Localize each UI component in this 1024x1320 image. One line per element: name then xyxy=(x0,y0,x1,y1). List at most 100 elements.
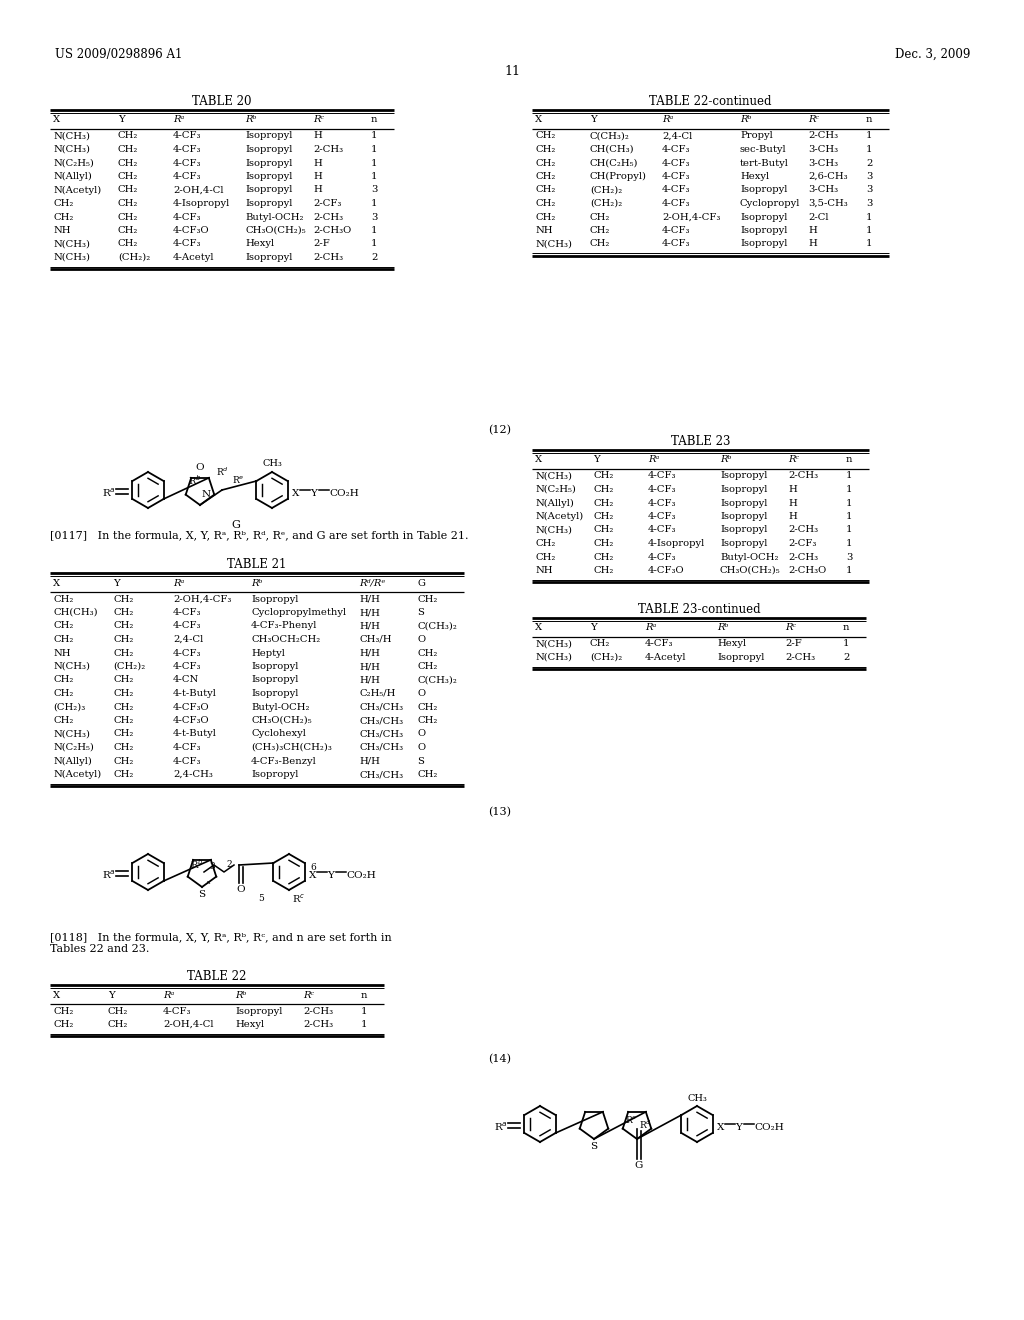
Text: ₙ: ₙ xyxy=(207,876,211,886)
Text: CH₂: CH₂ xyxy=(108,1020,128,1030)
Text: Isopropyl: Isopropyl xyxy=(251,770,298,779)
Text: 4-CF₃: 4-CF₃ xyxy=(662,186,690,194)
Text: CH₂: CH₂ xyxy=(417,648,437,657)
Text: CH₂: CH₂ xyxy=(113,715,133,725)
Text: CH₃: CH₃ xyxy=(262,459,282,469)
Text: CH₂: CH₂ xyxy=(417,663,437,671)
Text: 4-Isopropyl: 4-Isopropyl xyxy=(173,199,230,209)
Text: 1: 1 xyxy=(866,239,872,248)
Text: n: n xyxy=(371,116,378,124)
Text: 2: 2 xyxy=(371,253,378,261)
Text: CH₂: CH₂ xyxy=(593,471,613,480)
Text: CH₂: CH₂ xyxy=(53,1020,74,1030)
Text: 3: 3 xyxy=(846,553,852,561)
Text: 4-Acetyl: 4-Acetyl xyxy=(645,653,686,663)
Text: CH₂: CH₂ xyxy=(113,594,133,603)
Text: 4-CF₃-Phenyl: 4-CF₃-Phenyl xyxy=(251,622,317,631)
Text: Rᵇ: Rᵇ xyxy=(717,623,728,632)
Text: H: H xyxy=(788,512,797,521)
Text: 2-CH₃: 2-CH₃ xyxy=(303,1006,333,1015)
Text: Rᵇ: Rᵇ xyxy=(740,116,752,124)
Text: 2-OH,4-CF₃: 2-OH,4-CF₃ xyxy=(662,213,720,222)
Text: Heptyl: Heptyl xyxy=(251,648,285,657)
Text: CH₂: CH₂ xyxy=(535,539,555,548)
Text: Rᶜ: Rᶜ xyxy=(785,623,796,632)
Text: N(CH₃): N(CH₃) xyxy=(535,639,572,648)
Text: Hexyl: Hexyl xyxy=(245,239,274,248)
Text: Isopropyl: Isopropyl xyxy=(251,689,298,698)
Text: R$^a$: R$^a$ xyxy=(102,487,116,499)
Text: 1: 1 xyxy=(846,471,853,480)
Text: 4-CF₃: 4-CF₃ xyxy=(648,499,677,507)
Text: 4-CF₃-Benzyl: 4-CF₃-Benzyl xyxy=(251,756,316,766)
Text: 2,4-CH₃: 2,4-CH₃ xyxy=(173,770,213,779)
Text: CH₂: CH₂ xyxy=(593,499,613,507)
Text: 4-CF₃: 4-CF₃ xyxy=(645,639,674,648)
Text: CH₂: CH₂ xyxy=(593,512,613,521)
Text: CH₂: CH₂ xyxy=(53,676,74,685)
Text: Y: Y xyxy=(735,1122,742,1131)
Text: US 2009/0298896 A1: US 2009/0298896 A1 xyxy=(55,48,182,61)
Text: Butyl-OCH₂: Butyl-OCH₂ xyxy=(251,702,309,711)
Text: CH₂: CH₂ xyxy=(535,132,555,140)
Text: 11: 11 xyxy=(504,65,520,78)
Text: Rᵃ: Rᵃ xyxy=(648,455,659,465)
Text: CH₂: CH₂ xyxy=(53,1006,74,1015)
Text: 4-CN: 4-CN xyxy=(173,676,200,685)
Text: CH₂: CH₂ xyxy=(113,756,133,766)
Text: (CH₂)₂: (CH₂)₂ xyxy=(118,253,151,261)
Text: N(CH₃): N(CH₃) xyxy=(53,132,90,140)
Text: S: S xyxy=(417,756,424,766)
Text: 4-CF₃: 4-CF₃ xyxy=(173,239,202,248)
Text: TABLE 21: TABLE 21 xyxy=(227,558,287,572)
Text: 3-CH₃: 3-CH₃ xyxy=(808,158,838,168)
Text: X: X xyxy=(535,623,542,632)
Text: 3: 3 xyxy=(866,186,872,194)
Text: X: X xyxy=(717,1122,724,1131)
Text: CH₃O(CH₂)₅: CH₃O(CH₂)₅ xyxy=(720,566,780,576)
Text: Isopropyl: Isopropyl xyxy=(720,539,767,548)
Text: 2,6-CH₃: 2,6-CH₃ xyxy=(808,172,848,181)
Text: CH₂: CH₂ xyxy=(535,186,555,194)
Text: CH₂: CH₂ xyxy=(590,213,610,222)
Text: 4-CF₃: 4-CF₃ xyxy=(648,484,677,494)
Text: Rᵃ: Rᵃ xyxy=(163,990,174,999)
Text: CH₃O(CH₂)₅: CH₃O(CH₂)₅ xyxy=(251,715,311,725)
Text: Isopropyl: Isopropyl xyxy=(740,213,787,222)
Text: CH₂: CH₂ xyxy=(118,158,138,168)
Text: O: O xyxy=(196,463,205,473)
Text: X: X xyxy=(535,116,542,124)
Text: X: X xyxy=(308,870,316,879)
Text: 4-CF₃: 4-CF₃ xyxy=(662,145,690,154)
Text: G: G xyxy=(231,520,241,531)
Text: H/H: H/H xyxy=(359,609,380,616)
Text: n: n xyxy=(843,623,850,632)
Text: 4-CF₃: 4-CF₃ xyxy=(662,226,690,235)
Text: N(CH₃): N(CH₃) xyxy=(535,239,572,248)
Text: N(CH₃): N(CH₃) xyxy=(535,653,572,663)
Text: H: H xyxy=(313,186,322,194)
Text: CH₂: CH₂ xyxy=(113,609,133,616)
Text: C(CH₃)₂: C(CH₃)₂ xyxy=(417,622,457,631)
Text: 3: 3 xyxy=(866,172,872,181)
Text: 4-CF₃O: 4-CF₃O xyxy=(173,715,210,725)
Text: Isopropyl: Isopropyl xyxy=(720,512,767,521)
Text: G: G xyxy=(635,1162,643,1170)
Text: Cyclopropyl: Cyclopropyl xyxy=(740,199,801,209)
Text: N(CH₃): N(CH₃) xyxy=(53,239,90,248)
Text: 2-Cl: 2-Cl xyxy=(808,213,828,222)
Text: 4-CF₃: 4-CF₃ xyxy=(662,239,690,248)
Text: CH₂: CH₂ xyxy=(53,689,74,698)
Text: 1: 1 xyxy=(371,172,378,181)
Text: CH₂: CH₂ xyxy=(118,186,138,194)
Text: CH₂: CH₂ xyxy=(118,172,138,181)
Text: Y: Y xyxy=(590,623,597,632)
Text: CH₂: CH₂ xyxy=(118,132,138,140)
Text: Hexyl: Hexyl xyxy=(717,639,746,648)
Text: 2-CH₃: 2-CH₃ xyxy=(785,653,815,663)
Text: 4-t-Butyl: 4-t-Butyl xyxy=(173,730,217,738)
Text: O: O xyxy=(417,743,425,752)
Text: N(Allyl): N(Allyl) xyxy=(53,172,92,181)
Text: CH₃O(CH₂)₅: CH₃O(CH₂)₅ xyxy=(245,226,305,235)
Text: Rᵇ: Rᵇ xyxy=(245,116,256,124)
